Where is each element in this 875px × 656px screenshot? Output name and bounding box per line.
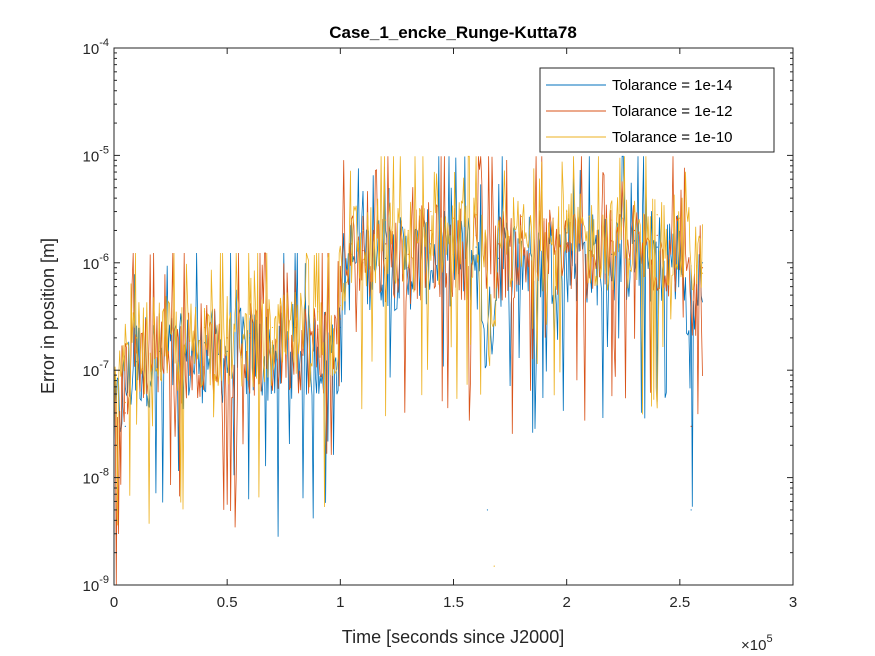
series-point — [690, 425, 692, 427]
x-exponent-base: ×10 — [741, 637, 766, 654]
series-point — [181, 337, 183, 339]
series-point — [520, 215, 523, 218]
x-tick-label: 2 — [562, 594, 570, 611]
series-point — [452, 217, 455, 219]
series-point — [633, 240, 636, 242]
series-point — [249, 332, 251, 335]
series-point — [271, 326, 274, 329]
series-point — [679, 217, 681, 219]
x-tick-label: 0 — [110, 594, 118, 611]
x-tick-label: 3 — [789, 594, 797, 611]
series-point — [339, 318, 341, 320]
x-axis-label: Time [seconds since J2000] — [342, 627, 564, 647]
y-tick-label: 10-5 — [83, 144, 109, 165]
y-tick-label: 10-4 — [83, 37, 109, 58]
series-point — [203, 311, 206, 313]
series-point — [690, 509, 692, 511]
series-point — [430, 229, 432, 232]
series-point — [407, 253, 409, 255]
series-point — [493, 565, 495, 567]
series-point — [430, 210, 432, 213]
y-tick-label: 10-7 — [83, 359, 109, 380]
series-point — [351, 219, 353, 221]
legend-box — [539, 67, 775, 153]
series-point — [701, 272, 704, 274]
series-point — [498, 221, 500, 223]
series-point — [317, 328, 319, 330]
series-point — [124, 401, 126, 404]
series-point — [249, 318, 251, 320]
y-axis: 10-9 10-8 10-7 10-6 10-5 10-4 — [83, 37, 793, 595]
y-tick-label: 10-6 — [83, 252, 109, 273]
x-exponent-label: ×105 — [741, 633, 773, 654]
series-point — [339, 304, 341, 307]
y-axis-label: Error in position [m] — [38, 238, 58, 394]
series-point — [124, 425, 126, 427]
series-point — [486, 509, 489, 511]
legend-label: Tolarance = 1e-14 — [612, 77, 733, 94]
series-point — [701, 267, 704, 269]
x-tick-label: 2.5 — [669, 594, 690, 611]
series-point — [656, 234, 658, 236]
x-tick-label: 1.5 — [443, 594, 464, 611]
x-tick-label: 0.5 — [217, 594, 238, 611]
series-point — [385, 219, 387, 221]
series-point — [226, 318, 228, 320]
x-exponent-power: 5 — [766, 633, 772, 645]
series-point — [124, 412, 126, 414]
series-point — [588, 215, 590, 218]
series-point — [385, 243, 387, 245]
series-point — [475, 214, 477, 216]
series-point — [475, 246, 477, 248]
series-point — [317, 311, 319, 313]
x-axis: 0 0.5 1 1.5 2 2.5 3 — [110, 48, 797, 611]
series-point — [611, 219, 613, 221]
series-point — [633, 229, 636, 232]
legend-label: Tolarance = 1e-12 — [612, 103, 733, 120]
series-point — [294, 304, 296, 307]
series-point — [566, 210, 568, 213]
series-point — [656, 214, 658, 216]
legend: Tolarance = 1e-14 Tolarance = 1e-12 Tolara… — [539, 67, 775, 153]
chart-title: Case_1_encke_Runge-Kutta78 — [329, 23, 577, 42]
series-point — [158, 318, 160, 320]
series-point — [633, 210, 636, 213]
series-point — [656, 246, 658, 248]
series-layer — [114, 155, 704, 585]
series-point — [136, 337, 138, 339]
series-point — [362, 249, 364, 252]
series-point — [543, 240, 545, 242]
series-point — [498, 243, 500, 245]
series-line — [114, 156, 703, 585]
series-point — [543, 219, 545, 221]
series-point — [407, 229, 409, 232]
y-tick-label: 10-9 — [83, 574, 109, 595]
legend-label: Tolarance = 1e-10 — [612, 129, 733, 146]
x-tick-label: 1 — [336, 594, 344, 611]
y-tick-label: 10-8 — [83, 467, 109, 488]
series-point — [362, 229, 364, 232]
series-point — [226, 350, 228, 352]
series-point — [475, 234, 477, 236]
